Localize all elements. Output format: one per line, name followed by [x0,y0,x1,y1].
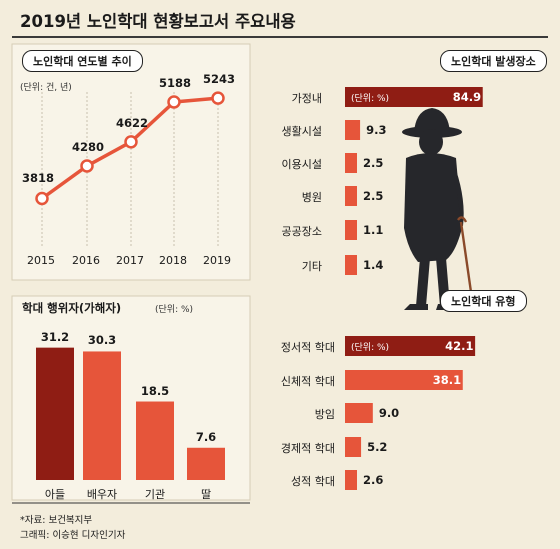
place-value-label-병원: 2.5 [363,189,384,203]
type-bars [345,336,476,490]
line-value-label-2015: 3818 [22,170,55,185]
line-point-2019 [211,91,225,105]
line-point-2016 [80,159,94,173]
place-bar-기타 [345,255,357,275]
place-bar-공공장소 [345,220,357,240]
perpetrator-bar-아들 [36,347,74,480]
place-category-label-병원: 병원 [301,191,322,204]
perpetrator-bar-배우자 [83,351,121,480]
line-point-2015 [35,191,49,206]
place-category-label-기타: 기타 [301,260,322,273]
elderly-man-silhouette-icon [402,108,464,310]
perpetrator-bar-딸 [187,447,225,480]
place-unit-label: (단위: %) [351,94,390,104]
place-value-label-이용시설: 2.5 [363,156,384,170]
perpetrator-value-label-기관: 18.5 [140,383,170,398]
perpetrator-value-label-아들: 31.2 [40,329,70,344]
type-category-label-성적 학대: 성적 학대 [291,475,335,488]
place-category-label-공공장소: 공공장소 [281,225,322,238]
line-value-label-2018: 5188 [159,75,192,90]
type-category-label-신체적 학대: 신체적 학대 [280,375,335,388]
type-category-label-정서적 학대: 정서적 학대 [280,341,335,354]
type-bar-방임 [345,403,373,423]
place-category-label-가정내: 가정내 [291,92,322,105]
page-title: 2019년 노인학대 현황보고서 주요내용 [20,12,296,31]
perpetrator-category-label-아들: 아들 [44,488,66,501]
type-bar-신체적 학대 [345,370,463,390]
cane-handle-icon [457,216,468,223]
type-category-label-경제적 학대: 경제적 학대 [280,442,335,455]
place-bars [345,87,483,275]
place-bar-생활시설 [345,120,361,140]
place-value-label-가정내: 84.9 [452,90,482,104]
type-value-label-정서적 학대: 42.1 [445,339,474,353]
line-chart-points [35,91,225,206]
type-chart-title: 노인학대 유형 [440,290,527,312]
perpetrator-chart-title: 학대 행위자(가해자) [22,301,122,315]
line-x-tick-2019: 2019 [203,254,231,267]
line-value-label-2017: 4622 [116,115,149,130]
line-x-tick-2016: 2016 [72,254,100,267]
perpetrator-category-label-딸: 딸 [200,488,212,501]
place-chart-title: 노인학대 발생장소 [440,50,547,72]
perpetrator-bars [36,347,225,480]
line-x-tick-2015: 2015 [27,254,55,267]
graphic-credit: 그래픽: 이승현 디자인기자 [20,530,126,541]
source-note: *자료: 보건복지부 [20,515,93,526]
line-chart-title: 노인학대 연도별 추이 [22,50,143,72]
line-point-2018 [167,95,181,109]
place-category-label-생활시설: 생활시설 [281,125,322,138]
type-unit-label: (단위: %) [351,343,390,353]
place-category-label-이용시설: 이용시설 [281,158,322,171]
type-value-label-성적 학대: 2.6 [363,473,384,487]
title-rule [12,36,548,38]
place-value-label-기타: 1.4 [363,258,384,272]
type-category-label-방임: 방임 [314,408,335,421]
line-point-2017 [124,135,138,149]
place-value-label-생활시설: 9.3 [366,123,387,137]
place-bar-가정내 [345,87,483,107]
line-value-label-2019: 5243 [203,72,236,87]
line-value-label-2016: 4280 [72,139,105,154]
line-x-tick-2018: 2018 [159,254,187,267]
line-x-tick-2017: 2017 [116,254,144,267]
place-bar-병원 [345,186,357,206]
type-bar-성적 학대 [345,470,357,490]
type-bar-정서적 학대 [345,336,476,356]
type-value-label-신체적 학대: 38.1 [432,373,462,387]
perpetrator-bar-기관 [136,401,174,480]
type-bar-경제적 학대 [345,437,362,457]
place-bar-이용시설 [345,153,357,173]
perpetrator-chart-unit: (단위: %) [155,305,194,315]
perpetrator-category-label-배우자: 배우자 [86,488,118,501]
type-value-label-경제적 학대: 5.2 [367,440,388,454]
perpetrator-value-label-배우자: 30.3 [87,333,117,348]
type-value-label-방임: 9.0 [378,406,400,420]
line-chart-unit: (단위: 건, 년) [20,83,72,93]
perpetrator-category-label-기관: 기관 [144,488,166,501]
place-value-label-공공장소: 1.1 [363,223,384,237]
perpetrator-value-label-딸: 7.6 [195,429,217,444]
